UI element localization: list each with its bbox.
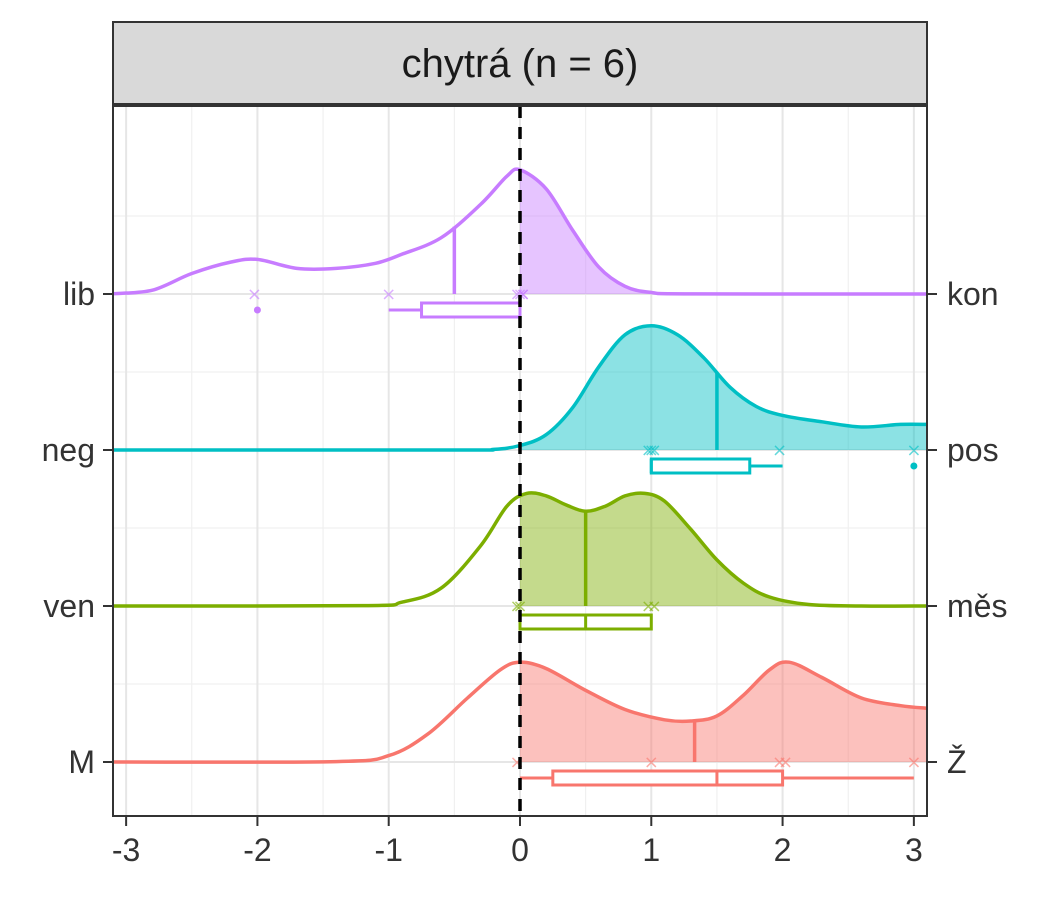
data-point: × [381,284,396,305]
y-tick-label-left: lib [63,276,95,312]
y-tick-label-right: měs [947,588,1007,624]
density-line [112,491,928,608]
axes: -3 -2 -1 0 1 2 3 lib kon neg pos ven měs M Ž [42,276,1008,868]
ridge-neg-pos: ××× × × [112,324,928,475]
density-fill [520,169,927,295]
density-fill [520,325,927,450]
data-point: × [772,440,787,461]
y-tick-label-right: Ž [947,744,967,780]
data-point: × [512,284,527,305]
x-tick-label: -2 [243,832,271,868]
y-tick-label-right: pos [947,432,999,468]
data-point: × [647,596,662,617]
data-point: × [644,752,659,773]
data-point: × [906,752,921,773]
x-tick-label: 2 [774,832,792,868]
x-tick-label: -1 [374,832,402,868]
data-point: × [641,596,656,617]
box-iqr [420,301,522,319]
y-tick-label-right: kon [947,276,999,312]
strip-background [112,21,928,105]
ridge-lib-kon: × × ×××× [112,167,928,319]
y-tick-label-left: M [68,744,95,780]
density-line [112,167,928,296]
data-point: × [778,752,793,773]
box-outlier [253,306,261,314]
density-fill [520,661,927,762]
data-point: × [644,440,659,461]
density-line [112,660,928,764]
x-tick-label: 0 [511,832,529,868]
density-fill [520,492,927,607]
x-tick-label: 1 [642,832,660,868]
x-tick-label: -3 [112,832,140,868]
data-point: × [772,752,787,773]
box-iqr [649,457,752,475]
data-point: × [647,440,662,461]
y-tick-label-left: ven [43,588,95,624]
data-point: × [509,752,524,773]
y-tick-label-left: neg [42,432,95,468]
data-point: × [641,440,656,461]
data-point: × [512,596,527,617]
box-iqr [551,769,785,787]
x-tick-label: 3 [905,832,923,868]
chart-title: chytrá (n = 6) [402,42,639,86]
data-point: × [906,440,921,461]
ridges: × × ×× ××× ××××× × ×× × ×××× [112,167,928,787]
data-point: × [247,284,262,305]
ridge-M-Ž: × × ×× × [112,660,928,787]
density-line [112,324,928,452]
box-outlier [910,462,918,470]
